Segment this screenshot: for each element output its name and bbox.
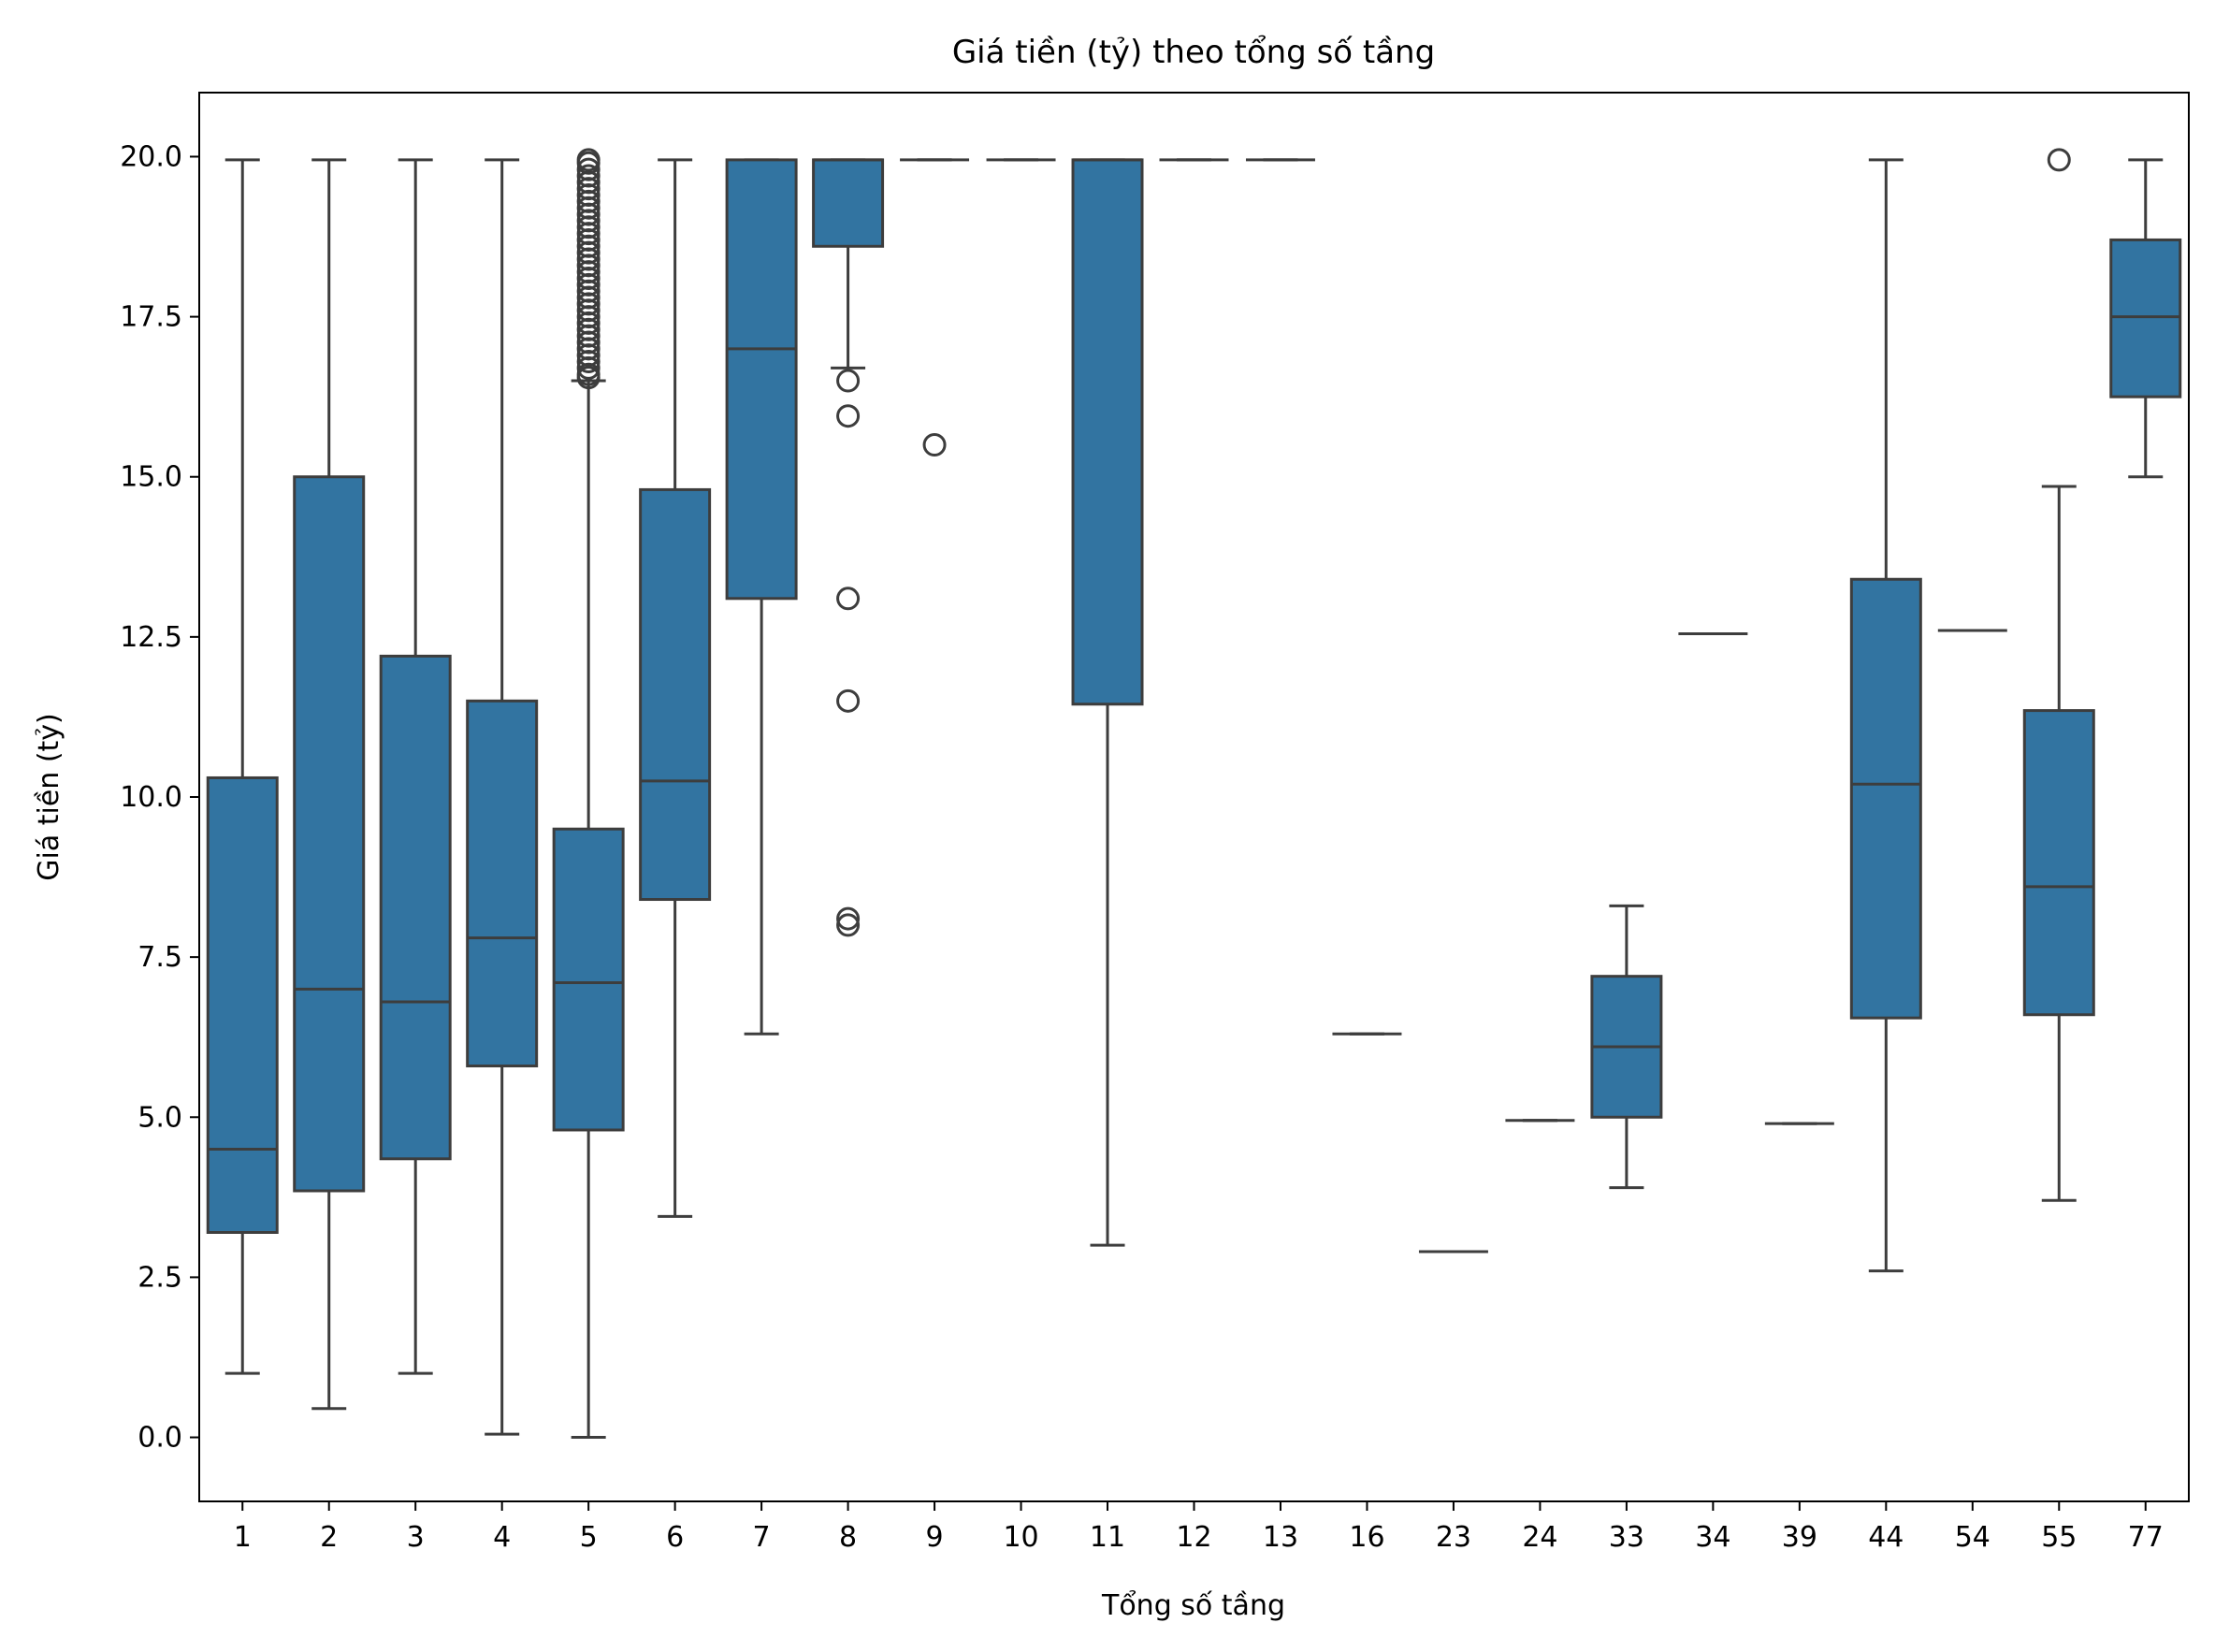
box <box>293 475 366 1193</box>
x-axis-label: Tổng số tầng <box>1101 1588 1285 1622</box>
x-tick-label: 1 <box>234 1521 252 1554</box>
y-tick-label: 20.0 <box>120 140 182 173</box>
box <box>2022 709 2095 1017</box>
y-tick-label: 0.0 <box>138 1422 182 1455</box>
box-group <box>466 158 539 1436</box>
box <box>639 487 712 902</box>
box <box>206 775 279 1234</box>
y-tick-label: 5.0 <box>138 1101 182 1134</box>
y-tick-label: 15.0 <box>120 461 182 494</box>
outlier-point <box>836 369 861 393</box>
box-group <box>1071 158 1144 1247</box>
y-tick-label: 7.5 <box>138 941 182 974</box>
outlier-point <box>922 433 947 456</box>
x-tick-label: 10 <box>1003 1521 1038 1554</box>
chart-title: Giá tiền (tỷ) theo tổng số tầng <box>952 34 1435 71</box>
plot-frame <box>198 92 2190 1502</box>
box-group <box>379 158 452 1375</box>
outlier-point <box>2047 148 2071 172</box>
outlier-point <box>836 404 861 428</box>
box <box>725 158 798 601</box>
outlier-point <box>836 906 861 931</box>
plot-content <box>206 148 2182 1440</box>
x-axis: 1 2 3 4 5 6 7 8 9 10 11 12 13 16 23 24 33 34 39 44 54 55 77 <box>234 1501 2164 1554</box>
outlier-point <box>576 164 601 188</box>
box-group <box>293 158 366 1411</box>
box-group <box>2022 148 2095 1202</box>
x-tick-label: 12 <box>1176 1521 1211 1554</box>
y-tick-label: 17.5 <box>120 301 182 334</box>
x-tick-label: 77 <box>2128 1521 2164 1554</box>
x-tick-label: 7 <box>753 1521 771 1554</box>
y-tick-label: 2.5 <box>138 1261 182 1294</box>
x-tick-label: 3 <box>407 1521 425 1554</box>
x-tick-label: 33 <box>1609 1521 1644 1554</box>
box-group <box>812 158 885 937</box>
y-axis-label: Giá tiền (tỷ) <box>33 713 65 881</box>
x-tick-label: 55 <box>2041 1521 2077 1554</box>
box <box>552 827 625 1132</box>
x-tick-label: 11 <box>1090 1521 1125 1554</box>
x-tick-label: 9 <box>926 1521 944 1554</box>
y-tick-label: 10.0 <box>120 781 182 814</box>
box <box>2109 238 2182 399</box>
x-tick-label: 24 <box>1522 1521 1557 1554</box>
x-tick-label: 6 <box>666 1521 684 1554</box>
x-tick-label: 13 <box>1263 1521 1298 1554</box>
outlier-point <box>836 587 861 611</box>
box-group <box>1849 158 1922 1273</box>
box-group <box>900 158 970 456</box>
x-tick-label: 16 <box>1349 1521 1384 1554</box>
box <box>1849 577 1922 1020</box>
x-tick-label: 8 <box>839 1521 857 1554</box>
box-group <box>2109 158 2182 479</box>
box-group <box>725 158 798 1036</box>
y-tick-label: 12.5 <box>120 621 182 654</box>
box-group <box>639 158 712 1218</box>
outlier-point <box>576 148 601 172</box>
x-tick-label: 39 <box>1782 1521 1817 1554</box>
box-group <box>552 148 625 1440</box>
x-tick-label: 5 <box>580 1521 598 1554</box>
outlier-point <box>836 913 861 937</box>
outlier-point <box>576 157 601 181</box>
x-tick-label: 54 <box>1955 1521 1991 1554</box>
box <box>379 654 452 1161</box>
box <box>1071 158 1144 706</box>
y-axis: 0.0 2.5 5.0 7.5 10.0 12.5 15.0 17.5 20.0 <box>120 140 199 1455</box>
x-tick-label: 34 <box>1695 1521 1730 1554</box>
box <box>812 158 885 248</box>
x-tick-label: 44 <box>1868 1521 1904 1554</box>
box <box>466 699 539 1068</box>
x-tick-label: 23 <box>1436 1521 1471 1554</box>
x-tick-label: 2 <box>320 1521 338 1554</box>
box-group <box>206 158 279 1375</box>
box-group <box>1590 904 1663 1190</box>
x-tick-label: 4 <box>493 1521 511 1554</box>
outlier-point <box>836 688 861 713</box>
